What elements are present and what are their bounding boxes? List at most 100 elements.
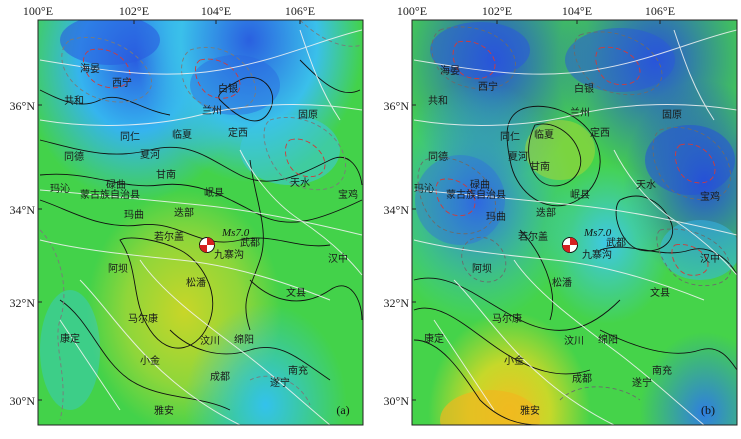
city-label: 阿坝 [472,263,492,275]
panel-b-ytick-34: 34°N [384,203,410,217]
city-label: 同仁 [500,131,520,143]
panel-a-red-contours [83,48,326,178]
panel-a-positive-contours [39,59,363,411]
panel-b-earthquake-label: Ms7.0 [583,227,612,239]
panel-b-xtick-102: 102°E [482,4,512,18]
panel-b-xtick-106: 106°E [645,4,675,18]
panel-b-map-field [412,20,737,425]
panel-b: 100°E 102°E 104°E 106°E 36°N 34°N 32°N 3… [384,4,738,426]
panel-b-ytick-30: 30°N [384,394,410,408]
city-label: 成都 [210,371,230,383]
city-label: 阿坝 [108,263,128,275]
city-label: 雅安 [520,404,540,417]
city-label: 迭部 [536,206,556,219]
panel-a-cities: 海晏 西宁 共和 白银 兰州 同仁 临夏 定西 固原 同德 夏河 玛沁 蒙古族自… [50,62,358,417]
city-label: 天水 [290,177,310,189]
panel-a-xtick-102: 102°E [119,4,149,18]
city-label: 临夏 [534,128,554,141]
city-label: 康定 [60,332,80,345]
panel-b-red-contours [435,40,716,276]
panel-b-xtick-100: 100°E [397,4,427,18]
panel-a-label: (a) [336,403,349,417]
city-label: 定西 [228,126,248,139]
city-label: 若尔盖 [154,230,184,243]
city-label: 岷县 [570,189,590,201]
city-label: 马尔康 [492,312,522,325]
city-label: 九寨沟 [214,248,244,261]
panel-b-xtick-104: 104°E [562,4,592,18]
city-label: 遂宁 [270,376,290,389]
city-label: 成都 [572,373,592,385]
city-label: 白银 [574,82,594,95]
city-label: 兰州 [570,106,590,119]
city-label: 松潘 [552,276,572,289]
city-label: 绵阳 [598,333,618,346]
city-label: 小金 [140,354,160,367]
panel-b-ytick-32: 32°N [384,296,410,310]
city-label: 若尔盖 [518,230,548,243]
panel-b-cities: 海晏 西宁 共和 白银 兰州 同仁 临夏 定西 固原 同德 夏河 玛沁 蒙古族自… [414,64,720,417]
city-label: 甘南 [530,160,550,173]
panel-a-faults [39,29,363,425]
city-label: 临夏 [172,128,192,141]
city-label: 汉中 [700,252,720,265]
city-label: 白银 [218,82,238,95]
panel-a-y-axis: 36°N 34°N 32°N 30°N [10,99,36,408]
city-label: 武都 [240,236,260,249]
city-label: 文县 [286,286,306,299]
city-label: 遂宁 [632,376,652,389]
panel-a-x-axis: 100°E 102°E 104°E 106°E [23,4,315,18]
city-label: 固原 [298,109,318,121]
city-label: 海晏 [80,62,100,75]
panel-b-y-axis: 36°N 34°N 32°N 30°N [384,99,410,408]
city-label: 马尔康 [128,312,158,325]
city-label: 九寨沟 [582,248,612,261]
city-label: 定西 [590,126,610,139]
panel-b-negative-contours [417,26,731,401]
city-label: 汶川 [200,334,220,347]
city-label: 宝鸡 [338,188,358,201]
city-label: 蒙古族自治县 [80,188,140,201]
city-label: 固原 [662,109,682,121]
panel-a-xtick-104: 104°E [201,4,231,18]
city-label: 西宁 [478,80,498,93]
city-label: 康定 [424,332,444,345]
city-label: 玛曲 [486,211,506,223]
panel-b-faults [413,29,737,425]
panel-a-beachball-icon [199,237,215,253]
panel-a-earthquake-label: Ms7.0 [221,227,250,239]
city-label: 海晏 [440,64,460,77]
city-label: 岷县 [204,187,224,199]
city-label: 松潘 [186,276,206,289]
city-label: 小金 [504,354,524,367]
city-label: 同德 [428,150,448,163]
panel-b-x-axis: 100°E 102°E 104°E 106°E [397,4,675,18]
city-label: 绵阳 [234,333,254,346]
city-label: 玛曲 [124,209,144,221]
panel-a-frame [37,19,364,426]
city-label: 武都 [606,236,626,249]
city-label: 夏河 [508,151,528,163]
panel-b-ytick-36: 36°N [384,99,410,113]
panel-b-tick-marks [412,20,661,401]
city-label: 天水 [636,179,656,191]
panel-a-xtick-100: 100°E [23,4,53,18]
city-label: 文县 [650,286,670,299]
city-label: 宝鸡 [700,190,720,203]
city-label: 汉中 [328,252,348,265]
city-label: 汶川 [564,334,584,347]
city-label: 玛沁 [414,183,434,195]
panel-a-xtick-106: 106°E [285,4,315,18]
city-label: 南充 [288,364,308,377]
panel-a-ytick-34: 34°N [10,203,36,217]
city-label: 蒙古族自治县 [446,188,506,201]
panel-b-frame [411,19,738,426]
panel-b-positive-contours [413,105,737,425]
panel-a-ytick-36: 36°N [10,99,36,113]
panel-a-ytick-32: 32°N [10,296,36,310]
panel-b-label: (b) [701,403,715,417]
city-label: 西宁 [112,76,132,89]
city-label: 共和 [428,95,448,107]
city-label: 甘南 [156,168,176,181]
